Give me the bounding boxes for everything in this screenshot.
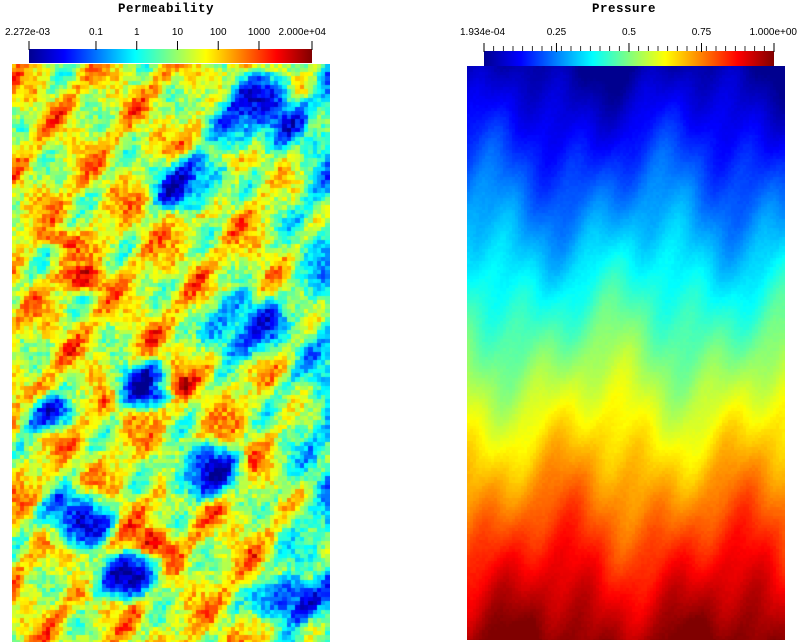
pres-colorbar-tick-label: 1.000e+00 [749,27,797,38]
permeability-title: Permeability [118,2,215,16]
perm-colorbar-tick-label: 1000 [247,27,271,38]
pres-colorbar-tick-label: 0.25 [546,27,567,38]
pres-colorbar-tick-label: 1.934e-04 [460,27,506,38]
pres-colorbar-tick-label: 0.5 [622,27,636,38]
pres-colorbar-tick-label: 0.75 [691,27,712,38]
pressure-title: Pressure [592,2,657,16]
perm-colorbar-tick-label: 2.272e-03 [5,27,51,38]
perm-colorbar-tick-label: 100 [209,27,227,38]
perm-colorbar-tick-label: 10 [171,27,184,38]
perm-colorbar-tick-label: 2.000e+04 [278,27,326,38]
pressure-colorbar [483,43,775,66]
perm-colorbar-tick-label: 0.1 [89,27,103,38]
permeability-panel: Permeability 2.272e-03 0.1 1 10 100 1000 2.000… [0,0,330,643]
pres-colorbar-gradient [484,51,774,66]
pressure-field-image [467,66,785,640]
perm-colorbar-tick-label: 1 [133,27,140,38]
permeability-colorbar [28,41,313,63]
perm-colorbar-gradient [29,49,312,63]
permeability-field-image [12,64,330,642]
pressure-panel: Pressure 1.934e-04 0.25 0.5 0.75 1.000e+00 [455,0,797,643]
